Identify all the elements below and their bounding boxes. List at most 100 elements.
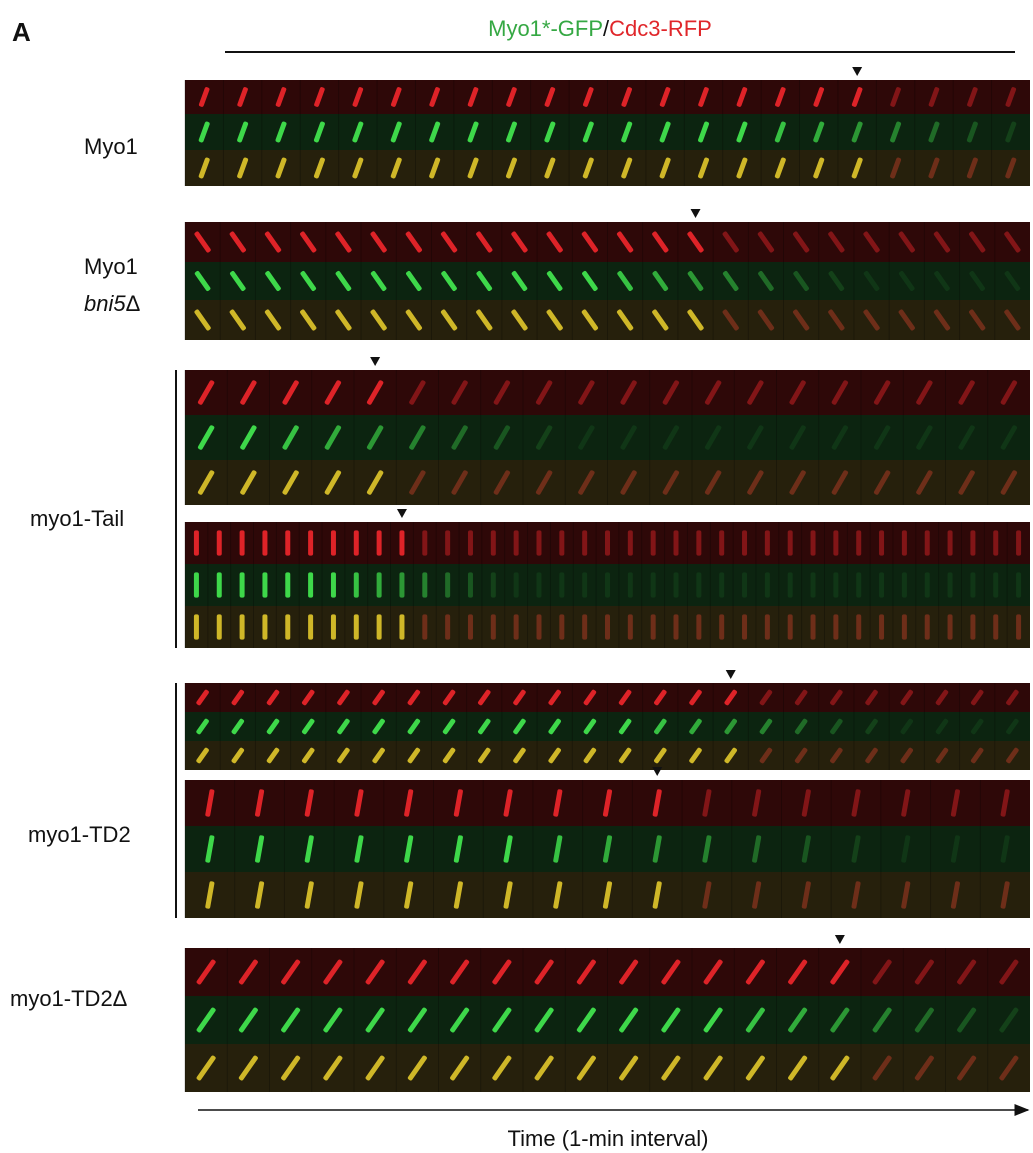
cell-ring bbox=[788, 572, 793, 597]
row-label: Myo1 bbox=[84, 134, 138, 159]
figure-title: Myo1*-GFP/Cdc3-RFP bbox=[488, 16, 712, 41]
cell-ring bbox=[674, 530, 679, 555]
cell-ring bbox=[879, 614, 884, 639]
cell-ring bbox=[468, 572, 473, 597]
cell-ring bbox=[445, 614, 450, 639]
cell-ring bbox=[285, 530, 290, 555]
arrowhead bbox=[852, 67, 862, 76]
cell-ring bbox=[856, 572, 861, 597]
cell-ring bbox=[605, 572, 610, 597]
cell-ring bbox=[925, 530, 930, 555]
cell-ring bbox=[811, 614, 816, 639]
cell-ring bbox=[308, 572, 313, 597]
sublabel-symbol: Δ bbox=[126, 291, 141, 316]
cell-ring bbox=[993, 614, 998, 639]
cell-ring bbox=[696, 530, 701, 555]
cell-ring bbox=[331, 614, 336, 639]
cell-ring bbox=[262, 572, 267, 597]
cell-ring bbox=[970, 572, 975, 597]
cell-ring bbox=[194, 614, 199, 639]
cell-ring bbox=[993, 572, 998, 597]
row-sublabel: bni5Δ bbox=[84, 291, 141, 316]
cell-ring bbox=[582, 572, 587, 597]
cell-ring bbox=[559, 530, 564, 555]
cell-ring bbox=[422, 614, 427, 639]
cell-ring bbox=[765, 572, 770, 597]
cell-ring bbox=[445, 572, 450, 597]
cell-ring bbox=[742, 572, 747, 597]
cell-ring bbox=[628, 572, 633, 597]
cell-ring bbox=[833, 614, 838, 639]
cell-ring bbox=[811, 572, 816, 597]
cell-ring bbox=[217, 614, 222, 639]
cell-ring bbox=[468, 530, 473, 555]
cell-ring bbox=[445, 530, 450, 555]
cell-ring bbox=[262, 530, 267, 555]
row-label: Myo1 bbox=[84, 254, 138, 279]
cell-ring bbox=[948, 572, 953, 597]
cell-ring bbox=[879, 572, 884, 597]
cell-ring bbox=[970, 614, 975, 639]
cell-ring bbox=[536, 530, 541, 555]
cell-ring bbox=[354, 572, 359, 597]
montage bbox=[185, 80, 1030, 1092]
cell-ring bbox=[582, 614, 587, 639]
cell-ring bbox=[925, 572, 930, 597]
cell-ring bbox=[765, 530, 770, 555]
cell-ring bbox=[696, 614, 701, 639]
cell-ring bbox=[536, 614, 541, 639]
cell-ring bbox=[742, 614, 747, 639]
cell-ring bbox=[422, 572, 427, 597]
cell-ring bbox=[651, 614, 656, 639]
cell-ring bbox=[833, 572, 838, 597]
cell-ring bbox=[993, 530, 998, 555]
cell-ring bbox=[765, 614, 770, 639]
cell-ring bbox=[856, 530, 861, 555]
cell-ring bbox=[651, 572, 656, 597]
cell-ring bbox=[856, 614, 861, 639]
cell-ring bbox=[240, 614, 245, 639]
cell-ring bbox=[902, 614, 907, 639]
cell-ring bbox=[354, 530, 359, 555]
cell-ring bbox=[696, 572, 701, 597]
cell-ring bbox=[788, 614, 793, 639]
cell-ring bbox=[970, 530, 975, 555]
cell-ring bbox=[285, 614, 290, 639]
cell-ring bbox=[399, 614, 404, 639]
cell-ring bbox=[536, 572, 541, 597]
cell-ring bbox=[902, 572, 907, 597]
cell-ring bbox=[559, 572, 564, 597]
cell-ring bbox=[514, 614, 519, 639]
cell-ring bbox=[628, 530, 633, 555]
figure: A Myo1*-GFP/Cdc3-RFP Myo1 Myo1 bni5Δ myo… bbox=[0, 0, 1033, 1153]
cell-ring bbox=[399, 572, 404, 597]
arrowhead bbox=[835, 935, 845, 944]
cell-ring bbox=[468, 614, 473, 639]
cell-ring bbox=[262, 614, 267, 639]
row-label: myo1-Tail bbox=[30, 506, 124, 531]
cell-ring bbox=[422, 530, 427, 555]
title-gfp: Myo1*-GFP bbox=[488, 16, 603, 41]
cell-ring bbox=[628, 614, 633, 639]
cell-ring bbox=[514, 530, 519, 555]
cell-ring bbox=[811, 530, 816, 555]
cell-ring bbox=[217, 572, 222, 597]
cell-ring bbox=[674, 614, 679, 639]
cell-ring bbox=[719, 614, 724, 639]
sublabel-italic: bni5 bbox=[84, 291, 126, 316]
cell-ring bbox=[217, 530, 222, 555]
cell-ring bbox=[902, 530, 907, 555]
row-label: myo1-TD2Δ bbox=[10, 986, 128, 1011]
cell-ring bbox=[194, 530, 199, 555]
cell-ring bbox=[377, 572, 382, 597]
cell-ring bbox=[582, 530, 587, 555]
arrowhead bbox=[397, 509, 407, 518]
cell-ring bbox=[514, 572, 519, 597]
cell-ring bbox=[377, 614, 382, 639]
cell-ring bbox=[354, 614, 359, 639]
panel-label: A bbox=[12, 17, 31, 47]
row-label: myo1-TD2 bbox=[28, 822, 131, 847]
cell-ring bbox=[719, 530, 724, 555]
cell-ring bbox=[605, 614, 610, 639]
cell-ring bbox=[491, 530, 496, 555]
